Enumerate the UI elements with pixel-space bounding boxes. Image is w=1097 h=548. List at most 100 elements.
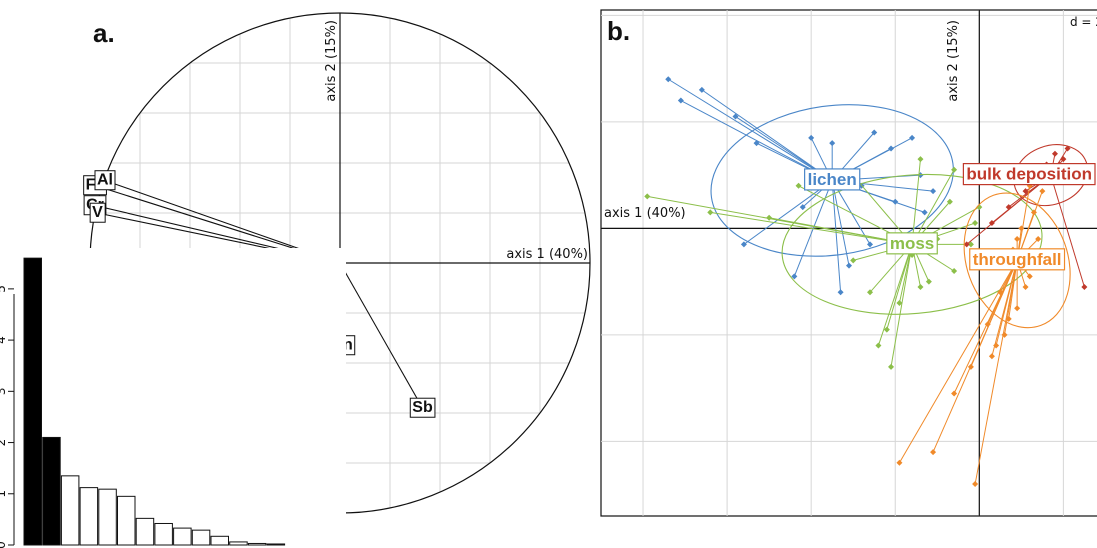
- group-label-throughfall: throughfall: [969, 248, 1066, 271]
- group-label-box: [804, 168, 861, 191]
- data-point: [988, 220, 995, 227]
- data-point: [740, 241, 747, 248]
- star-segment: [831, 180, 842, 293]
- data-point: [1014, 236, 1021, 243]
- group-label-box: [886, 232, 938, 255]
- group-name: throughfall: [973, 250, 1062, 269]
- group-name: moss: [890, 234, 934, 253]
- star-segment: [911, 169, 955, 245]
- barplot-tick-label: 1: [0, 490, 8, 498]
- eigenvalue-bar: [42, 436, 61, 546]
- eigenvalue-bar: [79, 487, 99, 546]
- data-point: [951, 390, 958, 397]
- star-segment: [743, 180, 833, 245]
- star-segment: [899, 260, 1018, 463]
- data-point: [829, 140, 836, 147]
- data-point: [993, 342, 1000, 349]
- data-point: [1005, 315, 1012, 322]
- star-segment: [911, 159, 921, 245]
- variable-label-v: V: [89, 202, 106, 223]
- data-point: [1022, 283, 1029, 290]
- data-point: [917, 283, 924, 290]
- data-point: [753, 140, 760, 147]
- data-point: [1060, 156, 1067, 163]
- data-point: [1026, 273, 1033, 280]
- star-segment: [974, 260, 1018, 485]
- data-point: [888, 363, 895, 370]
- data-point: [967, 241, 974, 248]
- group-ellipse: [710, 104, 954, 257]
- barplot-bars: [23, 257, 286, 546]
- data-point: [930, 188, 937, 195]
- data-point: [644, 193, 651, 200]
- data-point: [946, 198, 953, 205]
- data-point: [871, 129, 878, 136]
- panel-b-axis-2-label: axis 2 (15%): [946, 20, 961, 102]
- eigenvalue-bar: [247, 542, 267, 546]
- eigenvalue-bar: [117, 495, 136, 546]
- data-point: [988, 353, 995, 360]
- eigenvalue-bar: [191, 529, 211, 546]
- data-point: [1051, 150, 1058, 157]
- group-bulk-deposition: [963, 144, 1089, 290]
- data-point: [791, 273, 798, 280]
- data-point: [930, 449, 937, 456]
- data-point: [808, 134, 815, 141]
- star-segment: [710, 211, 913, 245]
- data-point: [1022, 188, 1029, 195]
- data-point: [875, 342, 882, 349]
- data-point: [1005, 204, 1012, 211]
- eigenvalue-bar: [173, 527, 192, 546]
- barplot-ticks: 0 1 2 3 4 5: [0, 285, 14, 548]
- data-point: [795, 182, 802, 189]
- variable-name: Al: [97, 172, 113, 189]
- data-point: [1039, 188, 1046, 195]
- data-point: [1030, 209, 1037, 216]
- data-point: [1081, 283, 1088, 290]
- variable-label-box: [89, 202, 106, 223]
- data-point: [963, 241, 970, 248]
- data-point: [1014, 305, 1021, 312]
- data-point: [698, 86, 705, 93]
- eigenvalue-bar: [154, 522, 173, 546]
- barplot-tick-label: 5: [0, 285, 8, 293]
- eigenvalue-bar: [135, 517, 155, 546]
- data-point: [984, 321, 991, 328]
- variable-label-sb: Sb: [409, 397, 436, 418]
- data-point: [1018, 225, 1025, 232]
- panel-b-letter: b.: [607, 16, 630, 46]
- star-segment: [831, 180, 850, 266]
- eigenvalue-bar: [229, 541, 248, 546]
- data-point: [896, 299, 903, 306]
- variable-label-al: Al: [94, 170, 116, 191]
- panel-a-letter: a.: [93, 18, 115, 48]
- group-label-bulk-deposition: bulk deposition: [962, 163, 1096, 186]
- axis-1-label: axis 1 (40%): [506, 247, 588, 262]
- data-point: [837, 289, 844, 296]
- pca-individuals-panel: axis 1 (40%) axis 2 (15%) d = 2 lichen mo…: [600, 9, 1097, 517]
- star-segment: [890, 244, 913, 367]
- star-segment: [667, 78, 833, 181]
- group-ellipse: [963, 192, 1071, 329]
- data-point: [951, 267, 958, 274]
- variable-name: Sb: [412, 399, 433, 416]
- star-segment: [701, 89, 833, 181]
- variable-name: V: [92, 204, 103, 221]
- group-label-box: [962, 163, 1096, 186]
- data-point: [732, 113, 739, 120]
- star-segment: [991, 260, 1018, 357]
- group-throughfall: [896, 182, 1071, 488]
- group-name: lichen: [808, 170, 857, 189]
- data-point: [997, 289, 1004, 296]
- group-label-moss: moss: [886, 232, 938, 255]
- group-ellipse: [1013, 144, 1089, 207]
- grid-scale-label: d = 2: [1070, 15, 1097, 29]
- data-point: [883, 326, 890, 333]
- data-point: [951, 166, 958, 173]
- data-point: [909, 134, 916, 141]
- data-point: [892, 198, 899, 205]
- eigenvalue-bar: [210, 535, 229, 546]
- star-segment: [1050, 174, 1085, 288]
- eigenvalue-barplot: 0 1 2 3 4 5: [0, 248, 346, 548]
